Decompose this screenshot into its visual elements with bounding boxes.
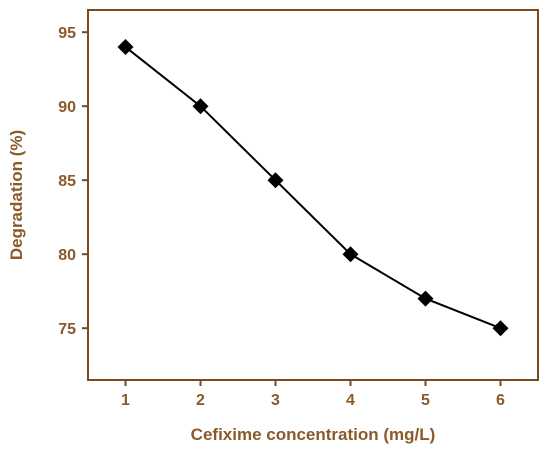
x-tick-label: 3 [271, 392, 280, 409]
y-axis-ticks: 75 80 85 90 95 [58, 25, 88, 338]
plot-frame [87, 9, 539, 381]
data-point-marker [492, 320, 509, 337]
y-tick-label: 85 [58, 173, 76, 190]
y-tick-label: 90 [58, 99, 76, 116]
data-point-marker [342, 246, 359, 263]
data-point-marker [192, 98, 209, 115]
data-markers [117, 39, 509, 337]
x-tick-label: 2 [196, 392, 205, 409]
data-point-marker [117, 39, 134, 55]
data-point-marker [267, 172, 284, 189]
x-tick-label: 5 [421, 392, 430, 409]
data-point-marker [417, 290, 434, 307]
series-line [124, 46, 501, 330]
y-tick-label: 80 [58, 247, 76, 264]
y-axis-title: Degradation (%) [7, 130, 26, 260]
x-axis-title: Cefixime concentration (mg/L) [191, 425, 436, 444]
x-tick-label: 4 [346, 392, 355, 409]
x-tick-label: 1 [121, 392, 130, 409]
x-tick-label: 6 [496, 392, 505, 409]
x-axis-ticks: 1 2 3 4 5 6 [121, 380, 505, 409]
y-tick-label: 95 [58, 25, 76, 42]
y-tick-label: 75 [58, 321, 76, 338]
